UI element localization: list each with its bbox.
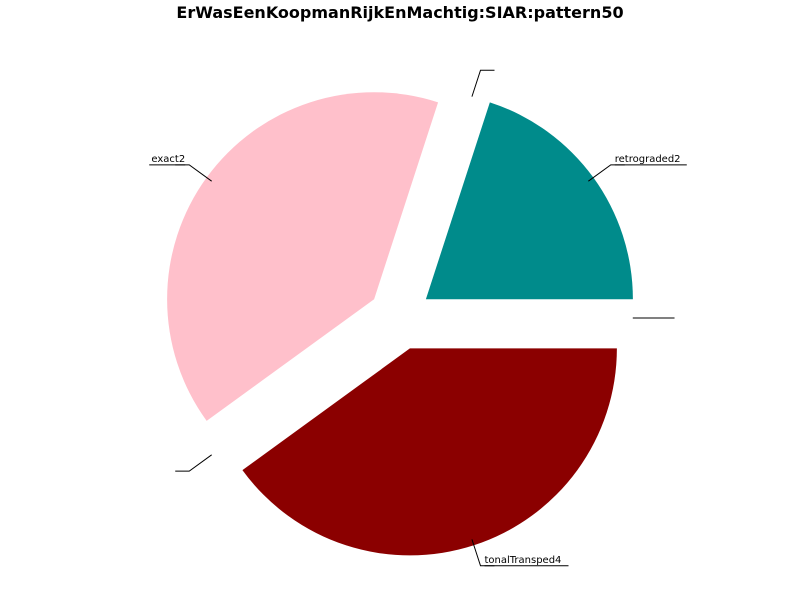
leader-line-empty-3 xyxy=(175,454,212,472)
chart-title: ErWasEenKoopmanRijkEnMachtig:SIAR:patter… xyxy=(176,3,624,22)
pie-slice-exact2 xyxy=(167,92,439,421)
labels-layer: retrograded2 exact2 tonalTransped4 xyxy=(149,69,687,567)
pie-slice-retrograded2 xyxy=(425,102,633,300)
slices-layer xyxy=(167,92,633,556)
pie-slice-tonaltransped4 xyxy=(242,348,617,556)
slice-label-exact2: exact2 xyxy=(151,154,185,165)
slice-label-retrograded2: retrograded2 xyxy=(615,154,681,165)
leader-line-empty-1 xyxy=(471,69,495,97)
slice-label-tonaltransped4: tonalTransped4 xyxy=(485,555,562,566)
